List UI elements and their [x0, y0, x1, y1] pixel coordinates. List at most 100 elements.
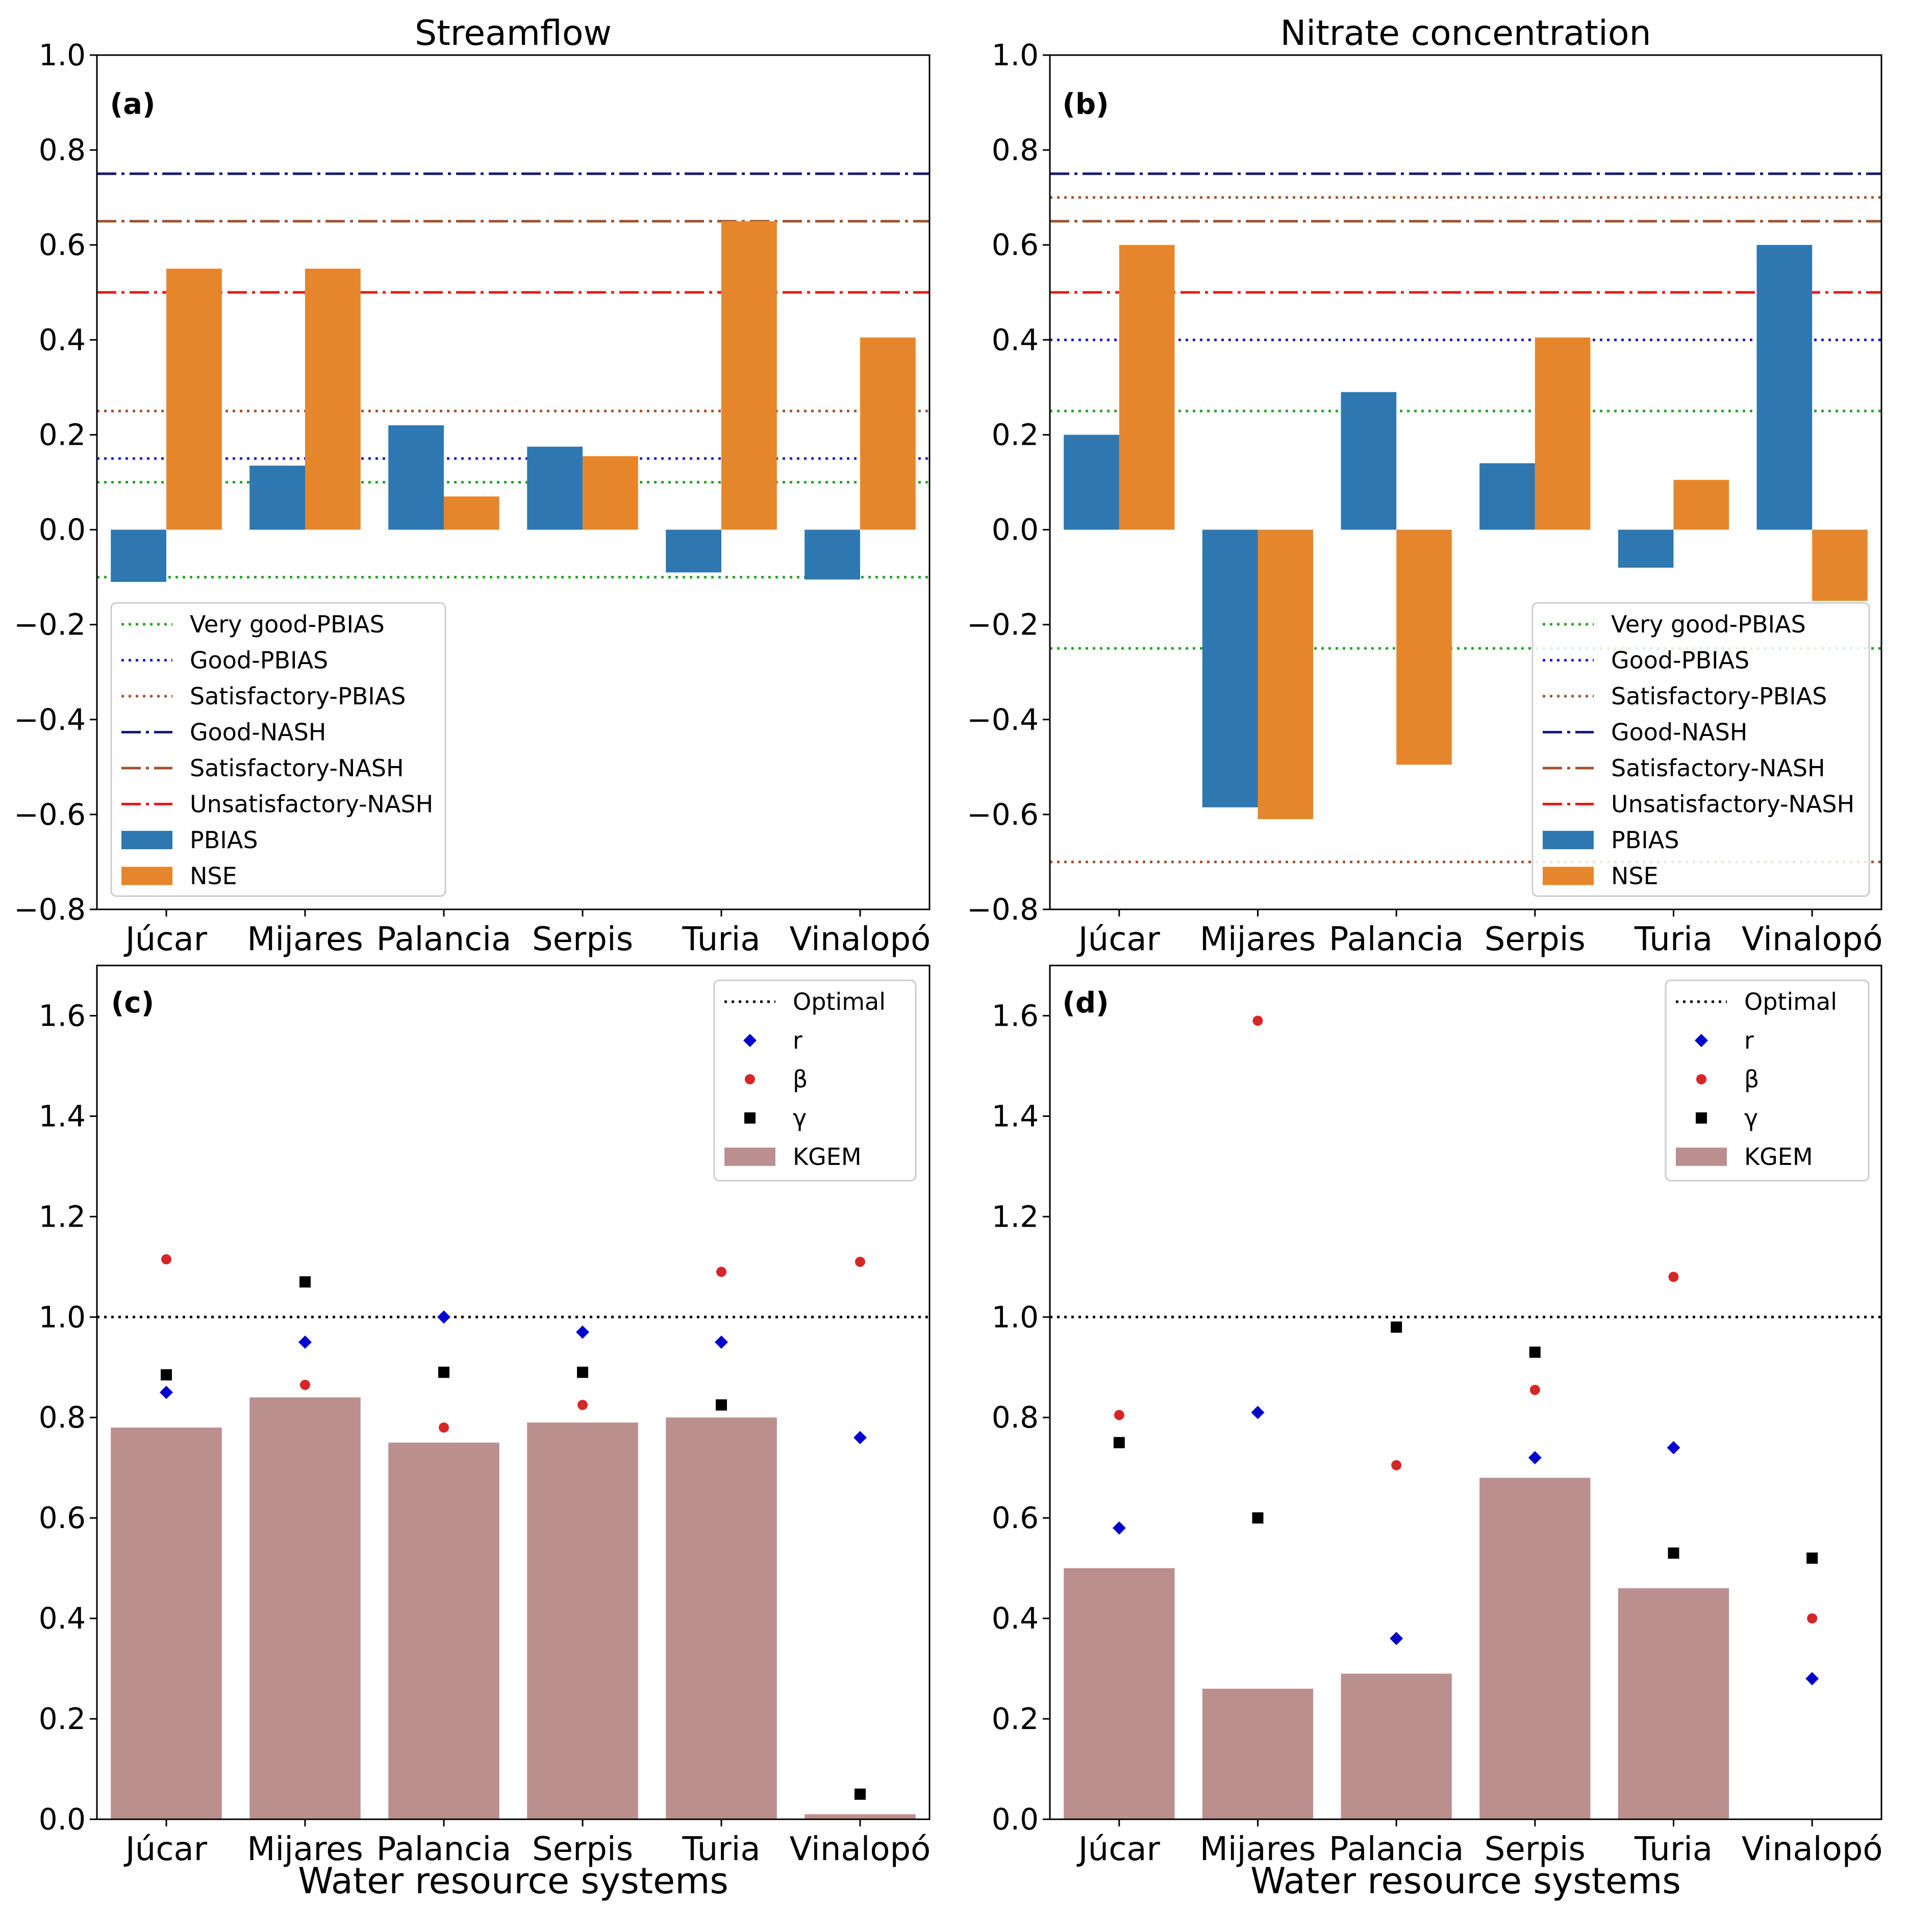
marker-gamma — [1113, 1437, 1125, 1448]
legend-marker-r — [743, 1034, 757, 1047]
x-tick-label: Mijares — [247, 1831, 363, 1868]
legend-label: Very good-PBIAS — [190, 611, 385, 638]
x-tick-label: Vinalopó — [790, 1831, 931, 1868]
marker-beta — [1252, 1015, 1263, 1026]
x-tick-label: Palancia — [1329, 921, 1464, 958]
x-tick-label: Serpis — [532, 1831, 633, 1868]
marker-r — [853, 1431, 867, 1444]
legend-marker-beta — [1696, 1074, 1706, 1084]
marker-r — [1528, 1451, 1542, 1465]
bar-kgem — [1618, 1588, 1729, 1819]
y-tick-label: 1.6 — [992, 998, 1039, 1033]
marker-r — [576, 1325, 589, 1339]
axes-frame — [96, 54, 931, 910]
legend: Optimal rβγ KGEM — [713, 979, 917, 1182]
legend-label: β — [1744, 1065, 1759, 1093]
marker-beta — [577, 1400, 588, 1410]
panel-a: 1.0 0.8 0.6 0.4 0.2 0.0 −0.2 −0.4 −0.6 −0.8 Júcar M… — [14, 38, 931, 958]
x-tick-label: Vinalopó — [1742, 1831, 1883, 1868]
marker-gamma — [1668, 1547, 1679, 1559]
panel-label: (b) — [1062, 88, 1109, 121]
marker-gamma — [855, 1788, 866, 1800]
legend-label: Optimal — [1744, 988, 1837, 1015]
x-tick-label: Turia — [1634, 921, 1713, 958]
legend-marker-r — [1695, 1034, 1708, 1047]
panel-c: 1.6 1.4 1.2 1.0 0.8 0.6 0.4 0.2 0.0 Júcar Mijares P… — [39, 964, 931, 1902]
y-tick-label: 1.4 — [992, 1099, 1039, 1133]
marker-beta — [300, 1380, 310, 1390]
marker-r — [1390, 1632, 1403, 1645]
legend-box — [1531, 602, 1870, 897]
legend-patch-symbol — [121, 867, 172, 885]
legend-patch-symbol — [1543, 867, 1594, 885]
bar-nse — [721, 221, 777, 530]
marker-gamma — [1806, 1552, 1818, 1564]
x-tick-label: Turia — [1634, 1831, 1713, 1868]
marker-beta — [439, 1422, 449, 1433]
bar-pbias — [1202, 529, 1258, 807]
legend-patch-symbol — [724, 1148, 775, 1166]
x-tick-label: Mijares — [247, 921, 363, 958]
y-tick-label: 0.4 — [992, 322, 1039, 357]
legend-marker-gamma — [744, 1112, 756, 1124]
chart-title: Streamflow — [415, 13, 612, 54]
y-tick-label: −0.6 — [967, 797, 1039, 832]
legend-label: KGEM — [793, 1143, 862, 1171]
bar-pbias — [1064, 435, 1119, 530]
y-tick-label: −0.2 — [967, 607, 1039, 642]
x-tick-label: Vinalopó — [790, 921, 931, 958]
y-tick-label: 0.8 — [39, 1400, 86, 1435]
bar-nse — [860, 337, 916, 530]
x-tick-label: Palancia — [1329, 1831, 1464, 1868]
y-tick-label: 0.4 — [992, 1601, 1039, 1636]
bar-nse — [1673, 479, 1729, 530]
legend-label: Unsatisfactory-NASH — [1611, 791, 1854, 818]
y-tick-label: 0.6 — [39, 1501, 86, 1535]
y-tick-label: 0.4 — [39, 1601, 86, 1636]
y-tick-label: 1.2 — [992, 1199, 1039, 1234]
legend-label: Very good-PBIAS — [1611, 611, 1806, 638]
y-tick-label: 1.0 — [39, 38, 86, 72]
legend-label: γ — [793, 1104, 807, 1132]
marker-gamma — [1529, 1346, 1541, 1358]
bar-nse — [1396, 529, 1452, 765]
y-tick-label: −0.6 — [14, 797, 86, 832]
panel-b: 1.0 0.8 0.6 0.4 0.2 0.0 −0.2 −0.4 −0.6 −0.8 Júcar M… — [967, 38, 1882, 958]
axes-frame — [1049, 54, 1882, 910]
legend-box — [110, 602, 446, 897]
legend-marker-gamma — [1696, 1112, 1707, 1124]
bar-nse — [1258, 529, 1314, 820]
bar-kgem — [249, 1397, 361, 1819]
bar-kgem — [1064, 1568, 1175, 1819]
marker-r — [160, 1386, 173, 1399]
marker-gamma — [1252, 1512, 1264, 1524]
legend-label: Good-PBIAS — [1611, 647, 1749, 674]
y-tick-label: 0.2 — [992, 417, 1039, 452]
x-tick-label: Júcar — [123, 921, 208, 958]
x-axis-label: Water resource systems — [298, 1860, 728, 1902]
marker-beta — [1668, 1272, 1679, 1282]
marker-r — [298, 1335, 312, 1349]
y-tick-label: −0.4 — [14, 702, 86, 737]
y-tick-label: 0.6 — [39, 227, 86, 262]
legend-label: Satisfactory-NASH — [1611, 754, 1825, 782]
bar-kgem — [111, 1427, 222, 1819]
y-tick-label: 1.2 — [39, 1199, 86, 1234]
x-tick-label: Palancia — [376, 921, 512, 958]
x-axis-label: Water resource systems — [1250, 1860, 1681, 1902]
panel-d: 1.6 1.4 1.2 1.0 0.8 0.6 0.4 0.2 0.0 Júcar Mijares P… — [992, 964, 1883, 1902]
legend-label: γ — [1744, 1104, 1758, 1132]
legend-patch-symbol — [1676, 1148, 1727, 1166]
marker-r — [715, 1335, 728, 1349]
bar-nse — [583, 456, 638, 530]
legend-label: KGEM — [1744, 1143, 1813, 1171]
marker-beta — [1529, 1385, 1540, 1395]
y-tick-label: 0.6 — [992, 227, 1039, 262]
y-tick-label: −0.2 — [14, 607, 86, 642]
y-tick-label: 1.0 — [39, 1300, 86, 1334]
y-tick-label: 0.6 — [992, 1501, 1039, 1535]
y-tick-label: 1.0 — [992, 1300, 1039, 1334]
axes-frame — [1049, 964, 1882, 1820]
marker-r — [437, 1310, 450, 1324]
